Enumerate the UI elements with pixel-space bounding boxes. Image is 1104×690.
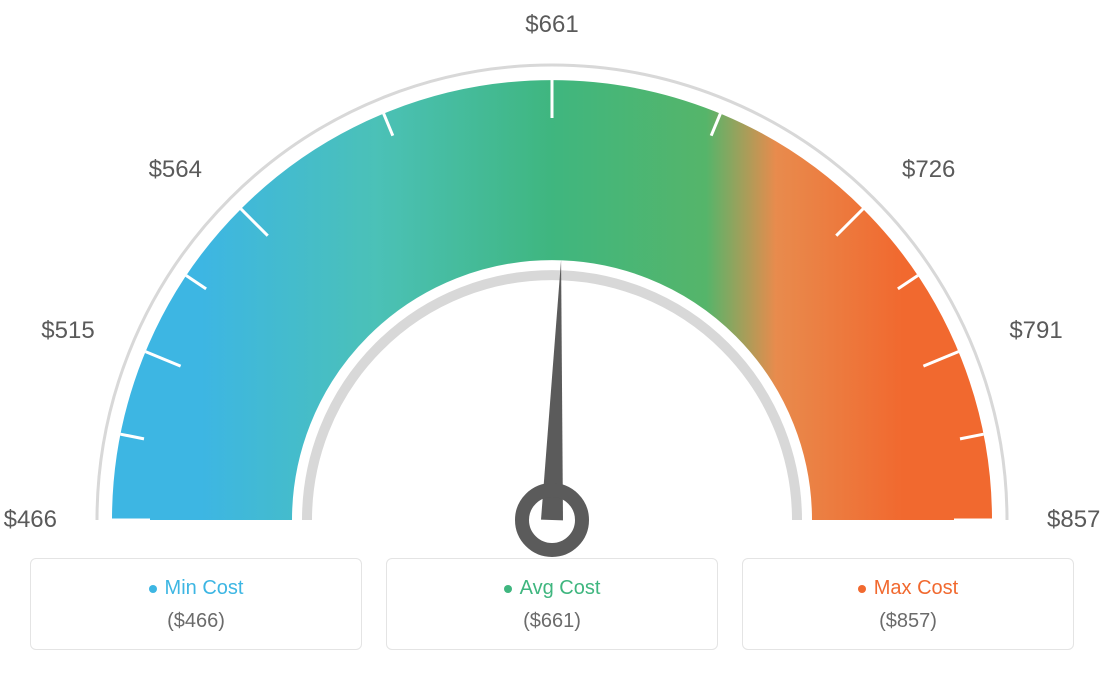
legend-label-max: Max Cost	[874, 577, 958, 600]
legend-title-avg: Avg Cost	[504, 577, 601, 600]
gauge-tick-label: $726	[902, 156, 955, 184]
gauge-area: $466 $515 $564 $661 $726 $791 $857	[0, 0, 1104, 570]
legend-value-avg: ($661)	[397, 610, 707, 633]
legend-card-avg: Avg Cost ($661)	[386, 558, 718, 650]
legend-title-min: Min Cost	[149, 577, 244, 600]
gauge-tick-label: $791	[1009, 317, 1062, 345]
gauge-tick-label: $515	[41, 317, 94, 345]
legend-card-max: Max Cost ($857)	[742, 558, 1074, 650]
legend-dot-avg	[504, 585, 512, 593]
legend-value-max: ($857)	[753, 610, 1063, 633]
gauge-tick-label: $564	[149, 156, 202, 184]
legend-label-avg: Avg Cost	[520, 577, 601, 600]
cost-gauge-widget: $466 $515 $564 $661 $726 $791 $857 Min Cost ($…	[0, 0, 1104, 690]
legend-title-max: Max Cost	[858, 577, 958, 600]
gauge-tick-label: $857	[1047, 506, 1100, 534]
legend-row: Min Cost ($466) Avg Cost ($661) Max Cost…	[30, 558, 1074, 650]
legend-label-min: Min Cost	[165, 577, 244, 600]
gauge-svg	[0, 0, 1104, 570]
gauge-tick-label: $466	[4, 506, 57, 534]
gauge-tick-label: $661	[525, 11, 578, 39]
legend-card-min: Min Cost ($466)	[30, 558, 362, 650]
legend-dot-max	[858, 585, 866, 593]
legend-value-min: ($466)	[41, 610, 351, 633]
legend-dot-min	[149, 585, 157, 593]
